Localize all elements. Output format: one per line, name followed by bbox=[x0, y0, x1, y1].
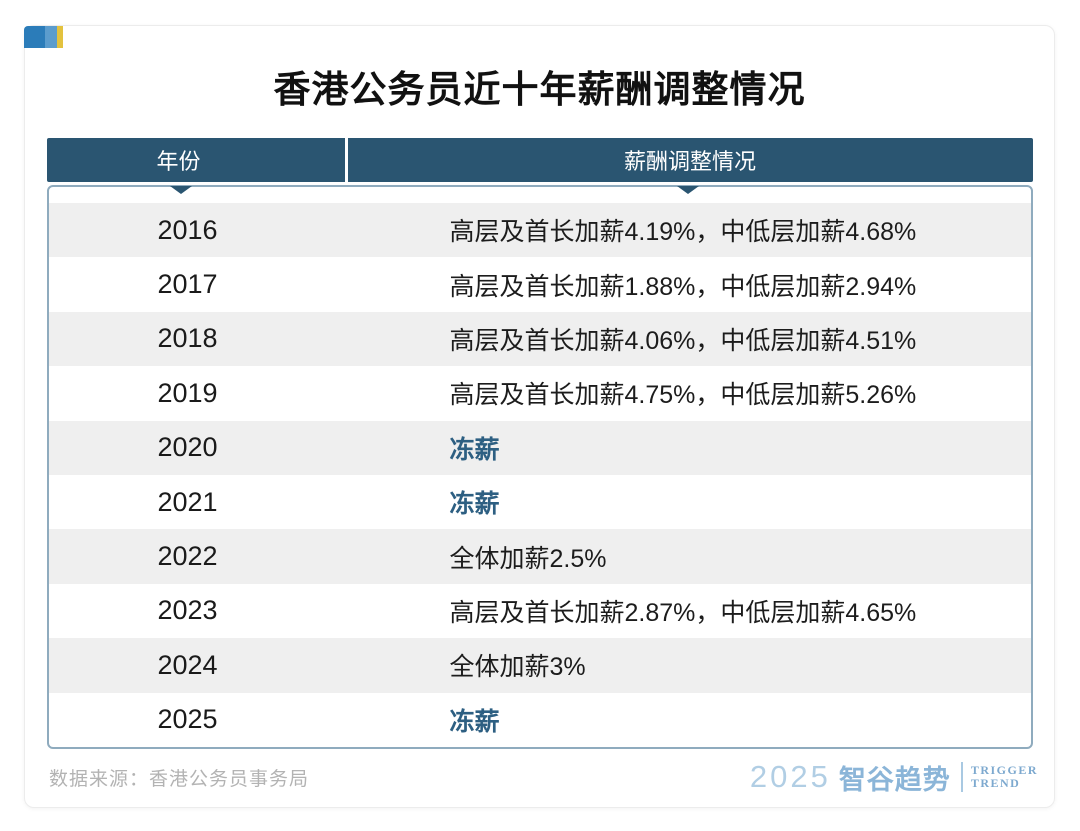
logo-tagline-line1: TRIGGER bbox=[970, 763, 1038, 777]
year-cell: 2016 bbox=[157, 214, 218, 245]
year-cell: 2020 bbox=[157, 432, 218, 463]
adjustment-cell: 冻薪 bbox=[449, 490, 500, 519]
year-cell: 2019 bbox=[157, 377, 218, 408]
table-row: 2018 高层及首长加薪4.06%，中低层加薪4.51% bbox=[48, 311, 1031, 367]
adjustment-cell: 高层及首长加薪4.06%，中低层加薪4.51% bbox=[449, 326, 917, 355]
column-header-adjustment: 薪酬调整情况 bbox=[623, 149, 756, 174]
table-row: 2023 高层及首长加薪2.87%，中低层加薪4.65% bbox=[49, 584, 1031, 638]
adjustment-cell: 高层及首长加薪1.88%，中低层加薪2.94% bbox=[449, 272, 917, 301]
table-row: 2021 冻薪 bbox=[49, 475, 1031, 529]
header-column-divider bbox=[344, 138, 348, 182]
logo-tagline-line2: TREND bbox=[970, 776, 1021, 790]
table-row: 2016 高层及首长加薪4.19%，中低层加薪4.68% bbox=[48, 203, 1031, 258]
table-row: 2024 全体加薪3% bbox=[48, 638, 1031, 693]
adjustment-cell: 冻薪 bbox=[449, 707, 500, 736]
page-title: 香港公务员近十年薪酬调整情况 bbox=[273, 69, 806, 110]
table-header-row: 年份 薪酬调整情况 bbox=[46, 138, 1033, 182]
table-row: 2022 全体加薪2.5% bbox=[48, 529, 1031, 584]
salary-table: 年份 薪酬调整情况 2016 高层及首长加薪4.19%，中低层加薪4.68% 2… bbox=[46, 138, 1033, 749]
table-row: 2019 高层及首长加薪4.75%，中低层加薪5.26% bbox=[49, 366, 1031, 420]
adjustment-cell: 全体加薪2.5% bbox=[449, 544, 607, 573]
table-row: 2017 高层及首长加薪1.88%，中低层加薪2.94% bbox=[49, 257, 1031, 311]
logo-brand-name: 智谷趋势 bbox=[838, 764, 951, 795]
adjustment-cell: 高层及首长加薪4.75%，中低层加薪5.26% bbox=[449, 381, 917, 410]
year-cell: 2022 bbox=[157, 541, 218, 572]
year-cell: 2024 bbox=[157, 649, 218, 680]
table-body: 2016 高层及首长加薪4.19%，中低层加薪4.68% 2017 高层及首长加… bbox=[46, 185, 1033, 749]
adjustment-cell: 高层及首长加薪4.19%，中低层加薪4.68% bbox=[449, 218, 917, 247]
adjustment-cell: 高层及首长加薪2.87%，中低层加薪4.65% bbox=[449, 598, 917, 627]
year-cell: 2023 bbox=[157, 595, 218, 626]
header-pointer-year-icon bbox=[169, 186, 192, 194]
year-cell: 2021 bbox=[157, 486, 218, 517]
column-header-year: 年份 bbox=[156, 149, 201, 174]
deco-lightblue-block bbox=[45, 26, 57, 48]
corner-decoration bbox=[24, 26, 63, 48]
table-row: 2020 冻薪 bbox=[48, 420, 1031, 475]
header-pointer-adjustment-icon bbox=[676, 186, 699, 194]
infographic-card: 香港公务员近十年薪酬调整情况 年份 薪酬调整情况 2016 高层及首长加薪4.1… bbox=[24, 25, 1055, 808]
logo-year: 2025 bbox=[749, 759, 831, 794]
year-cell: 2017 bbox=[157, 269, 218, 300]
table-row: 2025 冻薪 bbox=[49, 693, 1031, 747]
deco-yellow-block bbox=[57, 26, 63, 48]
brand-logo: 2025 智谷趋势 TRIGGER TREND bbox=[750, 758, 1038, 797]
table-body-rows: 2016 高层及首长加薪4.19%，中低层加薪4.68% 2017 高层及首长加… bbox=[48, 203, 1031, 747]
year-cell: 2018 bbox=[157, 323, 218, 354]
year-cell: 2025 bbox=[157, 704, 218, 735]
adjustment-cell: 全体加薪3% bbox=[449, 653, 586, 682]
footer: 数据来源：香港公务员事务局 2025 智谷趋势 TRIGGER TREND bbox=[25, 747, 1054, 807]
deco-blue-block bbox=[24, 26, 45, 48]
logo-divider bbox=[960, 762, 963, 792]
data-source-label: 数据来源：香港公务员事务局 bbox=[49, 768, 310, 790]
logo-tagline: TRIGGER TREND bbox=[971, 764, 1038, 790]
adjustment-cell: 冻薪 bbox=[449, 435, 500, 464]
